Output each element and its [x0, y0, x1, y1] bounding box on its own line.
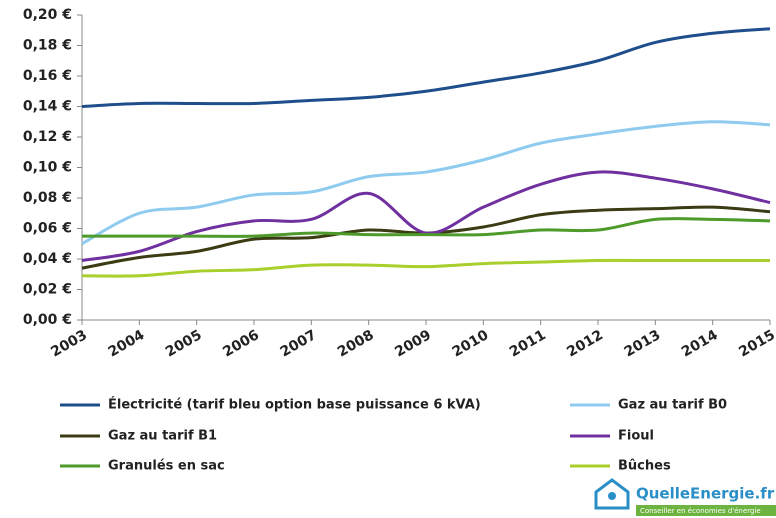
y-tick-label: 0,14 €	[23, 99, 72, 115]
legend-label: Gaz au tarif B0	[618, 398, 727, 413]
series-line	[82, 217, 771, 238]
series-line	[81, 27, 771, 108]
x-tick-label: 2007	[278, 327, 320, 360]
logo-name: QuelleEnergie.fr	[636, 485, 775, 503]
x-tick-label: 2009	[392, 327, 434, 360]
x-tick-label: 2011	[507, 327, 549, 360]
x-tick-label: 2004	[106, 327, 148, 360]
x-tick-label: 2005	[163, 327, 205, 360]
y-tick-label: 0,00 €	[23, 312, 72, 328]
legend-label: Électricité (tarif bleu option base puis…	[108, 397, 481, 413]
series-line	[81, 258, 770, 278]
y-tick-label: 0,10 €	[23, 160, 72, 176]
legend-label: Bûches	[618, 459, 671, 474]
x-tick-label: 2015	[736, 327, 776, 360]
logo: QuelleEnergie.fr Conseiller en économies…	[594, 478, 776, 516]
y-tick-label: 0,08 €	[23, 190, 72, 206]
logo-band	[636, 505, 776, 516]
legend-label: Gaz au tarif B1	[108, 429, 217, 444]
y-tick-label: 0,02 €	[23, 282, 72, 298]
x-tick-label: 2012	[564, 327, 606, 360]
x-tick-label: 2013	[622, 327, 664, 360]
logo-icon	[594, 478, 630, 510]
y-tick-label: 0,12 €	[23, 129, 72, 145]
y-tick-label: 0,06 €	[23, 221, 72, 237]
series-line	[81, 120, 771, 246]
y-tick-label: 0,16 €	[23, 68, 72, 84]
logo-tagline: Conseiller en économies d'énergie	[640, 507, 761, 515]
x-tick-label: 2006	[220, 327, 262, 360]
legend-label: Granulés en sac	[108, 459, 225, 474]
x-tick-label: 2008	[335, 327, 377, 360]
logo-icon	[608, 492, 616, 500]
x-tick-label: 2010	[450, 327, 492, 360]
y-tick-label: 0,20 €	[23, 7, 72, 23]
y-tick-label: 0,18 €	[23, 38, 72, 54]
legend-label: Fioul	[618, 429, 654, 444]
y-tick-label: 0,04 €	[23, 251, 72, 267]
series-line	[81, 170, 771, 263]
x-tick-label: 2014	[679, 327, 721, 360]
x-tick-label: 2003	[48, 327, 90, 360]
